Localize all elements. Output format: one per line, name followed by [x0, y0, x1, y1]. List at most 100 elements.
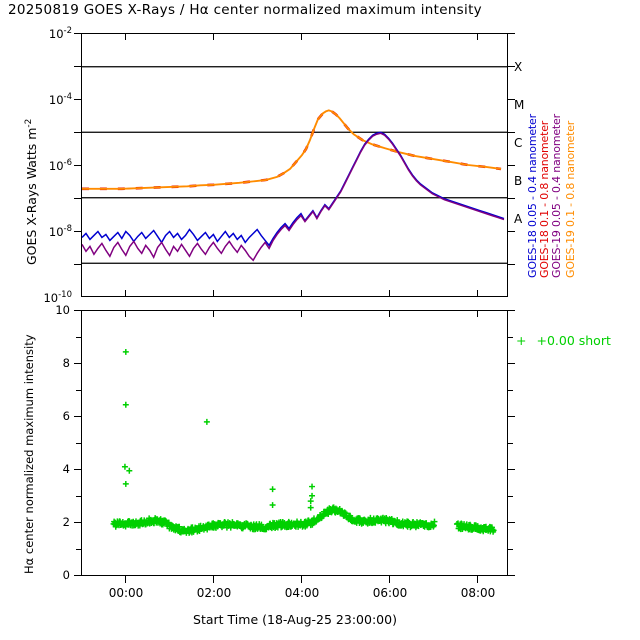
flare-class-C: C [514, 136, 523, 150]
ytick-bottom-8 [74, 363, 81, 365]
ytick-bottom-right-9 [508, 337, 513, 339]
ytick-bottom-right-10 [508, 310, 515, 312]
halpha-scatter-points [110, 348, 497, 536]
ytick-bottom-right-5 [508, 443, 513, 445]
goes-xray-plot-area [82, 34, 507, 296]
xtick-top-1 [213, 290, 215, 297]
ytick-label-top-1: 10-4 [48, 92, 72, 107]
xtick-bottom-panel-top-3 [389, 310, 391, 317]
ytick-label-bottom-8: 8 [62, 356, 70, 370]
ytick-bottom-7 [76, 390, 81, 392]
halpha-point [431, 518, 438, 525]
halpha-point [122, 480, 129, 487]
halpha-point [122, 348, 129, 355]
ytick-label-top-0: 10-2 [48, 26, 72, 41]
xtick-bottom-panel-top-2 [301, 310, 303, 317]
ytick-label-bottom-6: 6 [62, 409, 70, 423]
halpha-point [307, 504, 314, 511]
ytick-bottom-right-7 [508, 390, 513, 392]
halpha-point [203, 418, 210, 425]
ytick-bottom-1 [76, 549, 81, 551]
halpha-point [126, 467, 133, 474]
halpha-point [269, 502, 276, 509]
xtick-bottom-panel-top-1 [213, 310, 215, 317]
halpha-panel [81, 310, 508, 576]
halpha-point [490, 527, 497, 534]
halpha-point [269, 486, 276, 493]
ytick-bottom-9 [76, 337, 81, 339]
ytick-bottom-5 [76, 443, 81, 445]
legend-goes19-short: GOES-19 0.05 - 0.4 nanometer [550, 114, 563, 278]
ytick-bottom-4 [74, 469, 81, 471]
xtick-label-2: 04:00 [284, 586, 320, 600]
flare-class-M: M [514, 98, 525, 112]
flare-class-X: X [514, 60, 523, 74]
halpha-y-axis-title: Hα center normalized maximum intensity [22, 334, 36, 574]
ytick-bottom-right-8 [508, 363, 515, 365]
ytick-label-top-3: 10-8 [48, 224, 72, 239]
ytick-bottom-right-1 [508, 549, 513, 551]
ytick-bottom-10 [74, 310, 81, 312]
ytick-top-right-1e-4 [508, 99, 515, 101]
xtick-panel-top-3 [389, 33, 391, 40]
ytick-bottom-6 [74, 416, 81, 418]
xtick-0 [125, 576, 127, 583]
xtick-1 [213, 576, 215, 583]
ytick-top-1e-7 [74, 198, 81, 200]
xtick-3 [389, 576, 391, 583]
ytick-bottom-3 [76, 496, 81, 498]
ytick-bottom-right-3 [508, 496, 513, 498]
ytick-top-1e-8 [74, 231, 81, 233]
xtick-top-4 [477, 290, 479, 297]
xtick-panel-top-4 [477, 33, 479, 40]
xtick-top-2 [301, 290, 303, 297]
ytick-top-1e-9 [74, 264, 81, 266]
ytick-label-bottom-4: 4 [62, 462, 70, 476]
ytick-bottom-2 [74, 522, 81, 524]
ytick-bottom-right-0 [508, 575, 515, 577]
xtick-label-1: 02:00 [196, 586, 232, 600]
xtick-label-0: 00:00 [108, 586, 144, 600]
halpha-point [309, 492, 316, 499]
ytick-label-bottom-0: 0 [62, 568, 70, 582]
ytick-bottom-right-2 [508, 522, 515, 524]
xtick-label-3: 06:00 [372, 586, 408, 600]
plus-marker-icon: + [516, 333, 527, 348]
ytick-bottom-0 [74, 575, 81, 577]
ytick-top-right-1e-9 [508, 264, 515, 266]
ytick-label-top-4: 10-10 [43, 290, 72, 305]
series-goes19-short [82, 132, 505, 262]
legend-goes19-long: GOES-19 0.1 - 0.8 nanometer [564, 120, 577, 278]
ytick-top-right-1e-3 [508, 66, 515, 68]
xtick-2 [301, 576, 303, 583]
x-axis-title: Start Time (18-Aug-25 23:00:00) [193, 612, 397, 627]
ytick-top-right-1e-5 [508, 132, 515, 134]
goes-xray-panel [81, 33, 508, 297]
gridlines [82, 66, 507, 264]
halpha-svg [110, 348, 497, 536]
ytick-label-bottom-10: 10 [55, 303, 70, 317]
xtick-panel-top-2 [301, 33, 303, 40]
halpha-plot-area [82, 311, 507, 575]
ytick-bottom-right-6 [508, 416, 515, 418]
page-title: 20250819 GOES X-Rays / Hα center normali… [8, 2, 482, 18]
ytick-top-1e-6 [74, 165, 81, 167]
xtick-bottom-panel-top-0 [125, 310, 127, 317]
ytick-top-1e-5 [74, 132, 81, 134]
ytick-top-1e-4 [74, 99, 81, 101]
ytick-top-right-1e-8 [508, 231, 515, 233]
series-goes18-long [82, 109, 502, 191]
ytick-label-bottom-2: 2 [62, 515, 70, 529]
xtick-top-3 [389, 290, 391, 297]
halpha-point [309, 483, 316, 490]
flare-class-B: B [514, 174, 523, 188]
xtick-bottom-panel-top-4 [477, 310, 479, 317]
halpha-point [165, 519, 172, 526]
series-goes19-long [82, 109, 502, 190]
ytick-top-right-1e-2 [508, 33, 515, 35]
ytick-top-1e-2 [74, 33, 81, 35]
ytick-top-right-1e-7 [508, 198, 515, 200]
halpha-point [122, 401, 129, 408]
xtick-panel-top-1 [213, 33, 215, 40]
